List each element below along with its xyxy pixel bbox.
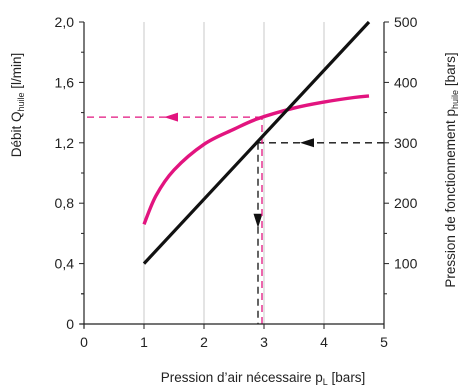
guide-black-left-arrow	[300, 138, 314, 148]
x-tick-label: 5	[380, 334, 388, 350]
x-tick-label: 1	[140, 334, 148, 350]
y-right-tick-label: 300	[394, 135, 418, 151]
x-tick-label: 4	[320, 334, 328, 350]
y-right-tick-label: 100	[394, 256, 418, 272]
guide-pink-left-arrow	[164, 112, 178, 122]
y-left-tick-label: 1,2	[55, 135, 75, 151]
y-right-axis-title: Pression de fonctionnement phuile [bars]	[443, 52, 460, 287]
y-left-tick-label: 0,4	[55, 256, 75, 272]
x-tick-label: 3	[260, 334, 268, 350]
axes	[79, 21, 389, 329]
y-right-tick-label: 200	[394, 195, 418, 211]
y-right-tick-label: 400	[394, 74, 418, 90]
reading-guides	[84, 112, 384, 324]
y-left-tick-label: 2,0	[55, 14, 75, 30]
x-tick-label: 2	[200, 334, 208, 350]
pressure-line	[142, 20, 371, 265]
flow-curve	[142, 94, 370, 225]
guide-black-down-arrow	[253, 213, 263, 228]
y-left-tick-label: 1,6	[55, 74, 75, 90]
series-layer	[142, 20, 371, 265]
y-right-tick-label: 500	[394, 14, 418, 30]
tick-labels: 0 1 2 3 4 5 0 0,4 0,8 1,2 1,6 2,0 100 200 300 400 500	[55, 14, 418, 350]
x-axis-title: Pression d’air nécessaire pL [bars]	[161, 370, 366, 385]
y-left-tick-label: 0,8	[55, 195, 75, 211]
y-left-axis-title: Débit Qhuile [l/min]	[9, 53, 26, 158]
y-left-tick-label: 0	[66, 316, 74, 332]
x-tick-label: 0	[80, 334, 88, 350]
